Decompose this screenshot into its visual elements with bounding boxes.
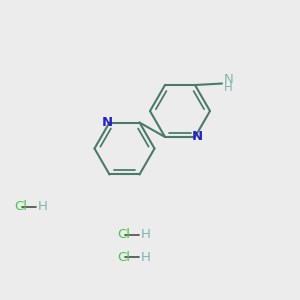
- Text: Cl: Cl: [117, 228, 130, 241]
- Text: H: H: [38, 200, 48, 214]
- Text: H: H: [140, 228, 150, 241]
- Text: N: N: [192, 130, 203, 143]
- Text: Cl: Cl: [14, 200, 27, 214]
- Text: H: H: [140, 250, 150, 264]
- Text: N: N: [224, 73, 233, 85]
- Text: H: H: [224, 81, 232, 94]
- Text: N: N: [101, 116, 113, 129]
- Text: Cl: Cl: [117, 250, 130, 264]
